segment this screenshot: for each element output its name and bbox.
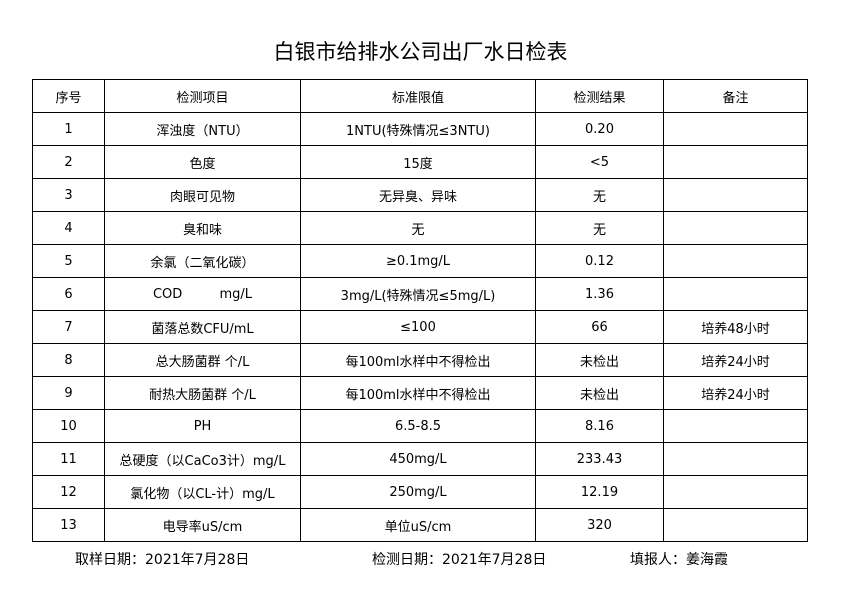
cell: 66 <box>535 310 664 344</box>
cell: 9 <box>32 376 105 410</box>
table-row: 12 氯化物（以CL-计）mg/L 250mg/L 12.19 <box>32 475 808 509</box>
table-row: 1 浑浊度（NTU） 1NTU(特殊情况≤3NTU) 0.20 <box>32 112 808 146</box>
table-row: 4 臭和味无无 <box>32 211 808 245</box>
cell <box>663 244 808 278</box>
cell: 培养48小时 <box>663 310 808 344</box>
cell: PH <box>104 409 301 443</box>
header-cell: 序号 <box>32 79 105 113</box>
table-row: 13 电导率uS/cm 单位uS/cm 320 <box>32 508 808 542</box>
test-date: 检测日期：2021年7月28日 <box>372 552 547 568</box>
cell <box>663 409 808 443</box>
cell: 浑浊度（NTU） <box>104 112 301 146</box>
cell: 10 <box>32 409 105 443</box>
reporter: 填报人：姜海霞 <box>630 552 728 568</box>
cell: ≤100 <box>300 310 536 344</box>
cell: 3 <box>32 178 105 212</box>
title: 白银市给排水公司出厂水日检表 <box>273 40 568 64</box>
sampling-date: 取样日期：2021年7月28日 <box>75 552 250 568</box>
cell <box>663 211 808 245</box>
cell: 2 <box>32 145 105 179</box>
cell: 5 <box>32 244 105 278</box>
cell: 3mg/L(特殊情况≤5mg/L) <box>300 277 536 311</box>
header-cell: 标准限值 <box>300 79 536 113</box>
cell: 未检出 <box>535 376 664 410</box>
cell: 菌落总数CFU/mL <box>104 310 301 344</box>
cell: 未检出 <box>535 343 664 377</box>
cell: 8.16 <box>535 409 664 443</box>
cell: 总硬度（以CaCo3计）mg/L <box>104 442 301 476</box>
cell: ≥0.1mg/L <box>300 244 536 278</box>
cell: 233.43 <box>535 442 664 476</box>
table: 序号 检测项目 标准限值 检测结果 备注 1 浑浊度（NTU） 1NTU(特殊情况≤3NTU… <box>32 79 808 542</box>
cell: 1 <box>32 112 105 146</box>
header-cell: 备注 <box>663 79 808 113</box>
table-row: 6 COD mg/L 3mg/L(特殊情况≤5mg/L) 1.36 <box>32 277 808 311</box>
table-row: 11 总硬度（以CaCo3计）mg/L 450mg/L 233.43 <box>32 442 808 476</box>
cell <box>663 442 808 476</box>
header-cell: 检测项目 <box>104 79 301 113</box>
cell: 7 <box>32 310 105 344</box>
cell: 余氯（二氧化碳） <box>104 244 301 278</box>
cell <box>663 277 808 311</box>
table-row: 7 菌落总数CFU/mL ≤100 66 培养48小时 <box>32 310 808 344</box>
cell: 320 <box>535 508 664 542</box>
cell: 11 <box>32 442 105 476</box>
cell: 450mg/L <box>300 442 536 476</box>
cell: 臭和味 <box>104 211 301 245</box>
cell: 无 <box>535 211 664 245</box>
cell: 1.36 <box>535 277 664 311</box>
cell: 250mg/L <box>300 475 536 509</box>
cell <box>663 475 808 509</box>
cell: 0.20 <box>535 112 664 146</box>
cell: COD mg/L <box>104 277 301 311</box>
cell: 无异臭、异味 <box>300 178 536 212</box>
cell: 6.5-8.5 <box>300 409 536 443</box>
cell: 氯化物（以CL-计）mg/L <box>104 475 301 509</box>
cell: 12.19 <box>535 475 664 509</box>
cell: 每100ml水样中不得检出 <box>300 376 536 410</box>
cell: 培养24小时 <box>663 343 808 377</box>
cell <box>663 145 808 179</box>
cell: 8 <box>32 343 105 377</box>
header-row: 序号 检测项目 标准限值 检测结果 备注 <box>32 79 808 113</box>
cell: 0.12 <box>535 244 664 278</box>
cell: 1NTU(特殊情况≤3NTU) <box>300 112 536 146</box>
cell: 单位uS/cm <box>300 508 536 542</box>
cell: 15度 <box>300 145 536 179</box>
table-row: 2 色度 15度 <5 <box>32 145 808 179</box>
cell <box>663 178 808 212</box>
table-row: 3 肉眼可见物 无异臭、异味无 <box>32 178 808 212</box>
cell: 培养24小时 <box>663 376 808 410</box>
cell: 电导率uS/cm <box>104 508 301 542</box>
cell: 无 <box>535 178 664 212</box>
table-row: 10 PH 6.5-8.5 8.16 <box>32 409 808 443</box>
cell: 12 <box>32 475 105 509</box>
header-cell: 检测结果 <box>535 79 664 113</box>
cell: <5 <box>535 145 664 179</box>
cell: 肉眼可见物 <box>104 178 301 212</box>
cell: 13 <box>32 508 105 542</box>
table-row: 5 余氯（二氧化碳） ≥0.1mg/L 0.12 <box>32 244 808 278</box>
table-row: 9 耐热大肠菌群 个/L 每100ml水样中不得检出 未检出 培养24小时 <box>32 376 808 410</box>
cell: 6 <box>32 277 105 311</box>
cell: 4 <box>32 211 105 245</box>
cell: 色度 <box>104 145 301 179</box>
cell: 无 <box>300 211 536 245</box>
cell <box>663 112 808 146</box>
cell <box>663 508 808 542</box>
cell: 耐热大肠菌群 个/L <box>104 376 301 410</box>
cell: 总大肠菌群 个/L <box>104 343 301 377</box>
cell: 每100ml水样中不得检出 <box>300 343 536 377</box>
table-row: 8 总大肠菌群 个/L 每100ml水样中不得检出 未检出 培养24小时 <box>32 343 808 377</box>
